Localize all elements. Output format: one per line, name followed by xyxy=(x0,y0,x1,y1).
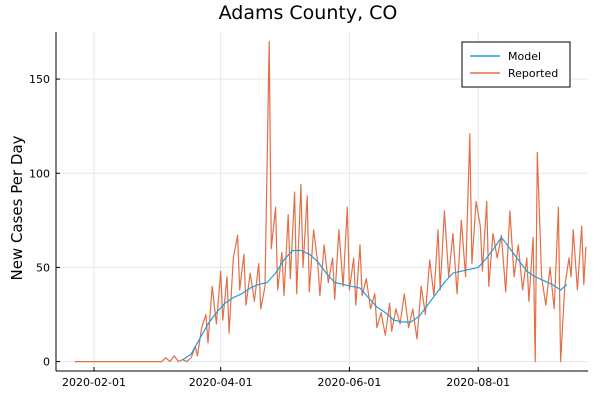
y-axis-label: New Cases Per Day xyxy=(8,135,26,280)
legend-box xyxy=(461,41,571,88)
x-tick-label: 2020-02-01 xyxy=(62,376,126,389)
series-lines xyxy=(75,40,587,363)
y-tick-label: 150 xyxy=(29,73,50,86)
legend-label-model: Model xyxy=(508,50,541,63)
series-line-model xyxy=(182,236,568,361)
y-tick-label: 100 xyxy=(29,167,50,180)
x-tick-label: 2020-06-01 xyxy=(317,376,381,389)
axis-ticks: 2020-02-01 2020-04-01 2020-06-01 2020-08-01… xyxy=(29,73,510,389)
x-tick-label: 2020-04-01 xyxy=(189,376,253,389)
axes xyxy=(55,32,588,372)
chart-title: Adams County, CO xyxy=(219,2,398,24)
legend: Model Reported xyxy=(461,41,571,88)
legend-label-reported: Reported xyxy=(508,67,558,80)
y-tick-label: 0 xyxy=(43,356,50,369)
x-tick-label: 2020-08-01 xyxy=(446,376,510,389)
y-tick-label: 50 xyxy=(36,261,50,274)
series-line-reported xyxy=(75,40,587,363)
